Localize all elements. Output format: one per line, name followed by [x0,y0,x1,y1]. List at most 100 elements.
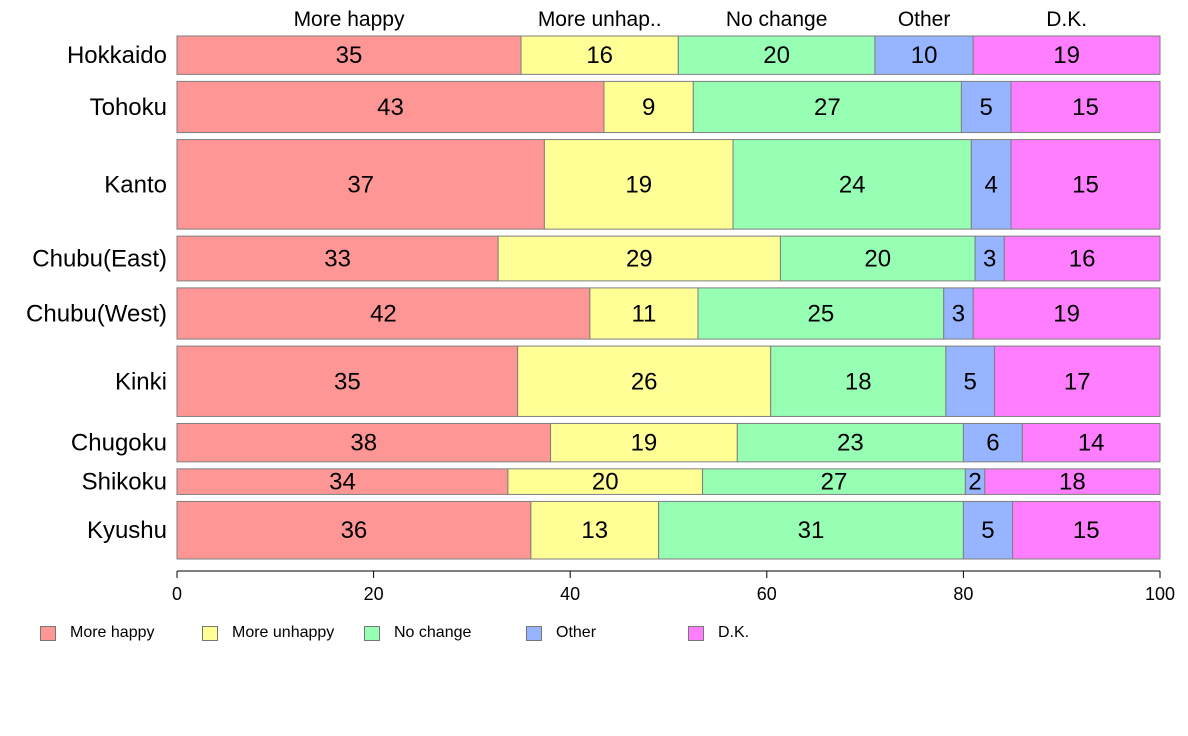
bar-segment [1021,422,1161,463]
column-header-label: More happy [294,8,405,31]
category-label: Tohoku [90,94,167,121]
legend-swatch [202,625,218,641]
bar-segment [530,500,660,560]
data-label: 5 [980,94,993,121]
data-label: 3 [952,300,965,327]
bar-segment [176,422,552,463]
data-label: 16 [1069,246,1096,273]
data-label: 10 [911,42,938,69]
data-label: 17 [1064,368,1091,395]
category-label: Chugoku [71,430,167,457]
data-label: 43 [377,94,404,121]
data-label: 25 [808,300,835,327]
category-label: Chubu(West) [26,300,167,327]
bar-segment [176,139,545,230]
legend-item: Other [526,624,596,642]
data-label: 5 [964,368,977,395]
legend-item: D.K. [688,624,749,642]
data-label: 27 [814,94,841,121]
legend-swatch [40,625,56,641]
bar-segment [176,468,509,495]
legend-item: No change [364,624,471,642]
data-label: 15 [1072,94,1099,121]
category-label: Chubu(East) [32,246,167,273]
category-label: Kanto [104,171,167,198]
data-label: 31 [798,517,825,544]
data-label: 11 [631,300,656,327]
bar-segment [702,468,966,495]
data-label: 20 [864,246,891,273]
data-label: 5 [981,517,994,544]
legend-label: No change [394,624,472,641]
data-label: 14 [1078,430,1105,457]
bar-segment [1003,235,1161,282]
bar-segment [692,80,962,134]
legend-swatch [526,625,542,641]
column-header-label: No change [726,8,828,31]
bar-segment [874,35,974,75]
data-label: 23 [837,430,864,457]
bar-segment [589,287,699,340]
data-label: 27 [821,469,848,496]
data-label: 4 [985,171,998,198]
x-axis: 0 20 40 60 80 100 [172,570,1175,604]
x-tick-label: 100 [1145,584,1175,604]
data-label: 20 [763,42,790,69]
bar-segment [507,468,704,495]
data-label: 2 [968,469,981,496]
bar-segment [677,35,876,75]
data-label: 19 [1053,42,1080,69]
bar-segment [1010,139,1161,230]
bar-segment [984,468,1161,495]
bar-segment [603,80,694,134]
column-header-label: D.K. [1046,8,1087,31]
bar-segment [736,422,964,463]
bar-segment [972,35,1161,75]
data-label: 18 [1059,469,1086,496]
legend: More happy More unhappy No change Other D.K. [40,624,860,646]
bar-segment [1010,80,1161,134]
data-label: 15 [1072,171,1099,198]
legend-swatch [688,625,704,641]
category-label: Kyushu [87,517,167,544]
legend-label: Other [556,624,597,641]
legend-label: More unhappy [232,624,335,641]
data-label: 15 [1073,517,1100,544]
category-labels: Hokkaido Tohoku Kanto Chubu(East) Chubu(West… [26,42,167,544]
legend-label: More happy [70,624,155,641]
bar-segment [176,80,605,134]
bar-segment [176,35,522,75]
data-label: 19 [625,171,652,198]
data-label: 24 [839,171,866,198]
data-label: 35 [334,368,361,395]
data-label: 33 [324,246,351,273]
category-label: Hokkaido [67,42,167,69]
data-label: 37 [347,171,374,198]
data-label: 29 [626,246,653,273]
data-label: 6 [986,430,999,457]
bar-segment [974,235,1005,282]
column-header-label: More unhap.. [538,8,662,31]
bar-segment [176,500,532,560]
data-label: 19 [631,430,658,457]
bar-segment [658,500,964,560]
legend-label: D.K. [718,624,750,641]
bar-segment [176,345,519,417]
data-label: 26 [631,368,658,395]
category-label: Shikoku [82,469,167,496]
x-tick-label: 80 [953,584,973,604]
bar-segment [697,287,945,340]
category-label: Kinki [115,368,167,395]
data-label: 3 [983,246,996,273]
bar-segment [994,345,1161,417]
data-label: 9 [642,94,655,121]
data-label: 34 [329,469,356,496]
bar-segment [972,287,1161,340]
x-tick-label: 20 [364,584,384,604]
data-label: 20 [592,469,619,496]
legend-item: More unhappy [202,624,334,642]
data-label: 38 [350,430,377,457]
bar-segment [497,235,781,282]
x-tick-label: 60 [757,584,777,604]
